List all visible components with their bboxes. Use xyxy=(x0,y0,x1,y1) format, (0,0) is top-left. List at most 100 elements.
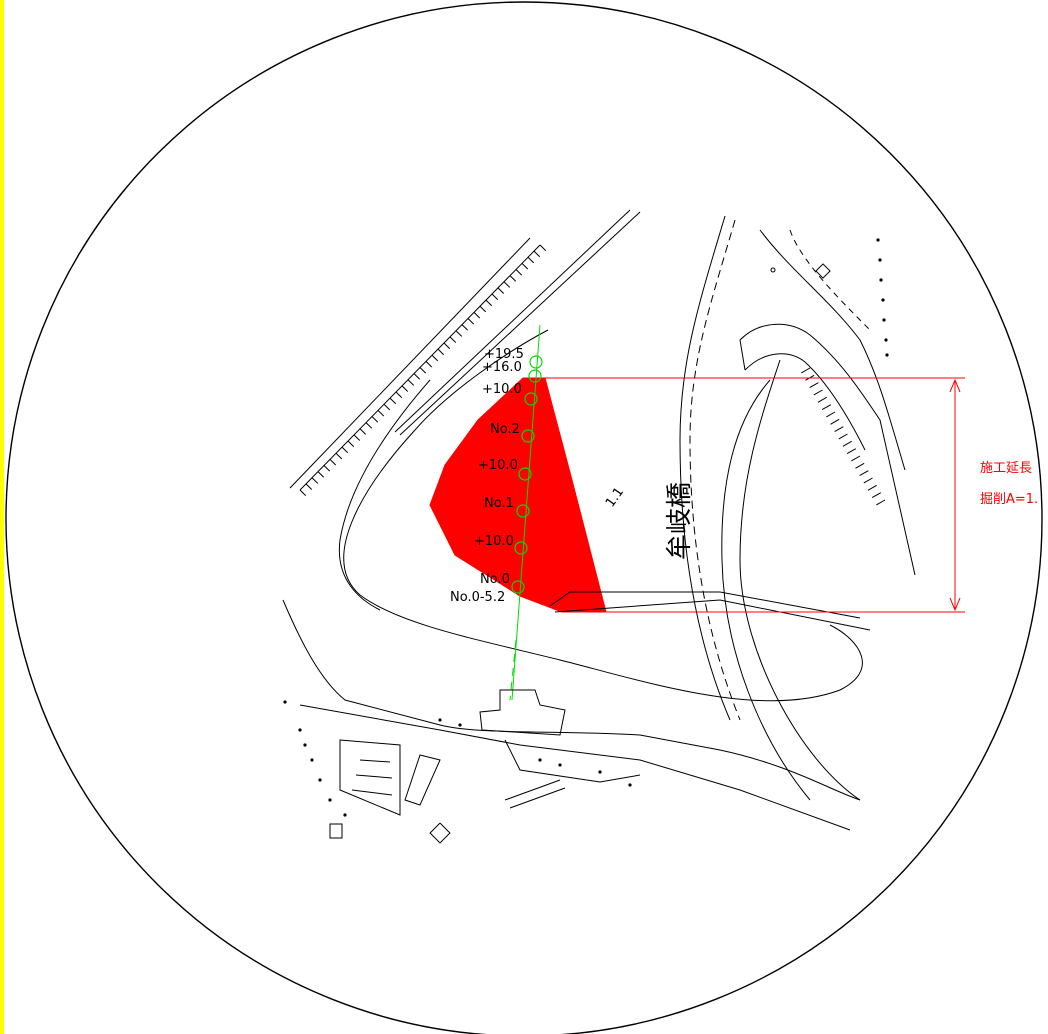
hatch-mark xyxy=(377,410,385,417)
station-circle xyxy=(511,580,525,594)
hatch-mark xyxy=(876,499,886,506)
station-circle xyxy=(524,392,538,406)
excavation-area xyxy=(429,377,607,613)
hatch-mark xyxy=(521,263,529,270)
boundary-dot xyxy=(538,758,542,762)
hatch-mark xyxy=(299,489,307,496)
hatch-mark xyxy=(335,452,343,460)
hatch-mark xyxy=(855,462,865,469)
hatch-mark xyxy=(461,324,469,331)
road-edge-upper xyxy=(394,209,641,436)
boundary-dot xyxy=(343,813,347,817)
boundary-dot xyxy=(310,758,314,762)
revetment-upper-right xyxy=(739,229,916,576)
hatch-mark xyxy=(467,318,475,325)
boundary-dot xyxy=(879,278,883,282)
hatch-mark xyxy=(365,422,373,429)
boundary-dot xyxy=(628,783,632,787)
hatch-mark xyxy=(809,382,819,389)
hatch-mark xyxy=(503,281,511,288)
slope-label: 1.1 xyxy=(603,485,627,511)
viewport-circle xyxy=(5,1,1043,1034)
station-markers xyxy=(511,355,543,594)
hatch-mark xyxy=(359,428,367,435)
arrow-down-icon xyxy=(949,597,961,612)
hatch-mark xyxy=(395,391,403,398)
station-label: No.0-5.2 xyxy=(450,590,505,605)
dimension-lines xyxy=(545,377,965,613)
hatch-mark xyxy=(437,348,445,356)
hatch-mark xyxy=(431,354,439,362)
bridge-name: 牟岐橋 xyxy=(665,482,695,560)
hatch-mark xyxy=(834,426,844,433)
hatch-mark xyxy=(419,367,427,374)
boundary-dot xyxy=(876,238,880,242)
hatch-mark xyxy=(479,305,487,313)
hatch-mark xyxy=(389,397,397,405)
hatch-mark xyxy=(413,373,421,380)
hatch-mark xyxy=(449,336,457,343)
hatch-mark xyxy=(317,471,325,478)
riverbank-inner xyxy=(338,379,431,611)
hatch-mark xyxy=(407,379,415,386)
hatch-mark xyxy=(533,250,541,258)
station-label: No.2 xyxy=(490,422,520,437)
boundary-dot xyxy=(882,318,886,322)
dotted-boundary xyxy=(876,238,889,357)
boundary-dot xyxy=(318,778,322,782)
boundary-dot xyxy=(303,743,307,747)
hatch-mark xyxy=(305,483,313,490)
hatch-mark xyxy=(401,385,409,392)
station-label: +19.5 xyxy=(484,347,524,362)
station-circle xyxy=(521,429,535,443)
hatch-mark xyxy=(515,269,523,276)
boundary-dot xyxy=(884,338,888,342)
construction-length-label: 施工延長 xyxy=(980,461,1032,476)
station-circle xyxy=(514,541,528,555)
hatch-mark xyxy=(871,492,882,499)
hatch-mark xyxy=(846,448,857,455)
centerline xyxy=(511,324,541,701)
hatch-mark xyxy=(329,459,337,466)
hatch-mark xyxy=(383,403,391,411)
station-label: +10.0 xyxy=(474,534,514,549)
hatch-mark xyxy=(867,484,877,491)
marker-square xyxy=(815,263,831,279)
hatch-mark xyxy=(323,465,331,472)
station-label: +16.0 xyxy=(482,360,522,375)
lower-bank-line-1 xyxy=(549,591,861,619)
hatch-mark xyxy=(443,342,451,349)
hatch-mark xyxy=(371,416,379,423)
hatch-mark xyxy=(842,440,852,447)
station-circle xyxy=(518,467,532,481)
station-label: No.0 xyxy=(480,572,510,587)
hatch-mark xyxy=(826,411,836,418)
hatch-mark xyxy=(821,404,832,411)
station-circle xyxy=(516,504,530,518)
station-label: No.1 xyxy=(484,496,514,511)
hatch-mark xyxy=(455,330,463,337)
station-label: +10.0 xyxy=(482,382,522,397)
hatch-mark xyxy=(509,275,517,282)
centerline-dashed xyxy=(509,639,517,701)
hatch-mark xyxy=(425,361,433,368)
station-label: +10.0 xyxy=(478,458,518,473)
bridge-road xyxy=(679,215,861,801)
excavation-area-label: 掘削A=1. xyxy=(980,492,1038,507)
hatch-mark xyxy=(491,293,499,300)
boundary-dot xyxy=(881,298,885,302)
hatch-mark xyxy=(485,299,493,307)
hatch-mark xyxy=(347,440,355,447)
boundary-dot xyxy=(328,798,332,802)
hatch-mark xyxy=(341,446,349,454)
boundary-dot xyxy=(558,763,562,767)
hatch-mark xyxy=(859,470,869,477)
hatch-mark xyxy=(311,477,319,484)
hatch-mark xyxy=(497,287,505,294)
hatch-mark xyxy=(527,256,535,264)
frame-left-bar xyxy=(0,0,4,1034)
hatch-mark xyxy=(539,244,547,251)
hatch-mark xyxy=(817,396,827,403)
